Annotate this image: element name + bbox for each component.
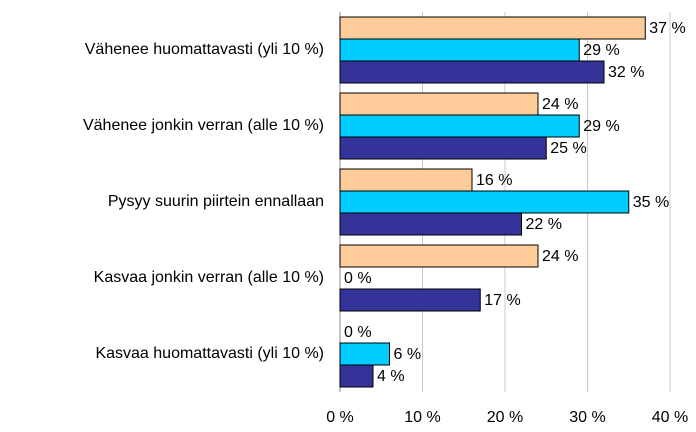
x-tick-label: 30 %: [569, 409, 605, 426]
bar: [339, 190, 630, 214]
bar: [339, 38, 580, 62]
bar: [339, 114, 580, 138]
y-tick-label: Kasvaa jonkin verran (alle 10 %): [94, 269, 324, 286]
value-label: 29 %: [583, 42, 619, 59]
bar: [339, 244, 539, 268]
bar: [339, 136, 547, 160]
bar: [339, 168, 473, 192]
x-tick-label: 40 %: [652, 409, 688, 426]
value-label: 35 %: [633, 194, 669, 211]
x-tick-label: 20 %: [487, 409, 523, 426]
bar: [339, 92, 539, 116]
value-label: 0 %: [344, 270, 372, 287]
y-tick-label: Kasvaa huomattavasti (yli 10 %): [95, 345, 324, 362]
value-label: 29 %: [583, 118, 619, 135]
value-label: 6 %: [394, 346, 422, 363]
bar: [339, 212, 522, 236]
bar: [339, 342, 390, 366]
bar: [339, 16, 646, 40]
bar: [339, 60, 605, 84]
value-label: 25 %: [550, 140, 586, 157]
value-label: 22 %: [526, 216, 562, 233]
x-tick-label: 10 %: [404, 409, 440, 426]
y-tick-label: Pysyy suurin piirtein ennallaan: [108, 193, 324, 210]
y-tick-label: Vähenee jonkin verran (alle 10 %): [83, 117, 324, 134]
x-tick-label: 0 %: [326, 409, 354, 426]
value-label: 24 %: [542, 248, 578, 265]
value-label: 32 %: [608, 64, 644, 81]
bar: [339, 288, 481, 312]
value-label: 16 %: [476, 172, 512, 189]
value-label: 4 %: [377, 368, 405, 385]
value-label: 17 %: [484, 292, 520, 309]
y-tick-label: Vähenee huomattavasti (yli 10 %): [85, 41, 324, 58]
bar: [339, 364, 374, 388]
value-label: 0 %: [344, 324, 372, 341]
value-label: 24 %: [542, 96, 578, 113]
value-label: 37 %: [649, 20, 685, 37]
